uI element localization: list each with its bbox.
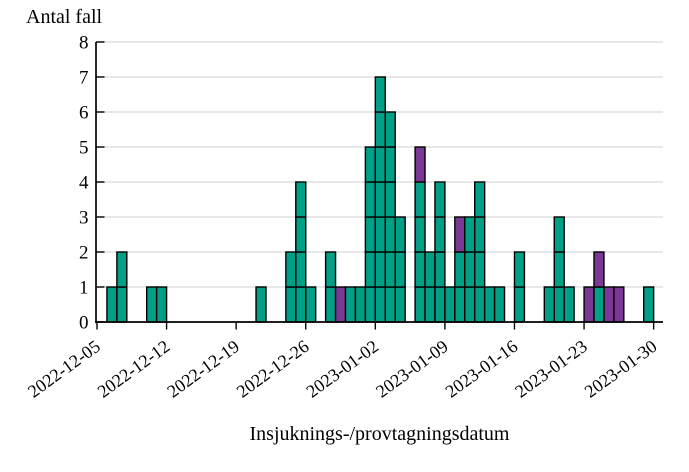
bar-segment: [543, 286, 555, 323]
bar-segment: [434, 216, 446, 253]
x-axis-title: Insjuknings-/provtagningsdatum: [249, 423, 510, 445]
bar-segment: [295, 286, 307, 323]
bar-segment: [384, 216, 396, 253]
x-tick-label: 2023-01-09: [372, 336, 452, 402]
bar-segment: [643, 286, 655, 323]
bar-segment: [513, 286, 526, 323]
bar-segment: [364, 146, 377, 183]
bar-segment: [553, 251, 565, 288]
bar-segment: [384, 286, 396, 323]
bar-segment: [155, 286, 168, 323]
bar-segment: [444, 286, 456, 323]
y-tick-label: 3: [79, 208, 89, 229]
y-tick-label: 5: [79, 138, 89, 159]
y-tick-label: 1: [79, 278, 89, 299]
bar-segment: [374, 146, 386, 183]
bar-segment: [593, 251, 605, 288]
bar-segment: [553, 286, 565, 323]
bar-segment: [364, 251, 377, 288]
bar-segment: [424, 251, 436, 288]
bar-segment: [414, 181, 426, 218]
bar-segment: [295, 181, 307, 218]
bar-segment: [394, 216, 406, 253]
bar-segment: [374, 251, 386, 288]
bar-segment: [474, 286, 486, 323]
bar-segment: [563, 286, 575, 323]
bar-segment: [553, 216, 565, 253]
x-tick-label: 2022-12-05: [24, 336, 104, 402]
y-tick-label: 0: [79, 313, 89, 334]
bar-segment: [374, 216, 386, 253]
y-tick-label: 4: [79, 173, 89, 194]
x-tick-label: 2023-01-30: [581, 336, 661, 402]
bar-segment: [414, 146, 426, 183]
bar-segment: [454, 216, 466, 253]
bar-segment: [483, 286, 496, 323]
bar-segment: [384, 111, 396, 148]
bar-segment: [414, 251, 426, 288]
bar-segment: [424, 286, 436, 323]
bar-segment: [334, 286, 347, 323]
bar-segment: [434, 251, 446, 288]
bar-segment: [593, 286, 605, 323]
bar-segment: [255, 286, 267, 323]
bar-segment: [364, 286, 377, 323]
y-tick-label: 6: [79, 103, 89, 124]
bar-segment: [374, 181, 386, 218]
bar-segment: [384, 251, 396, 288]
bar-segment: [464, 286, 476, 323]
bar-segment: [374, 286, 386, 323]
x-tick-label: 2023-01-02: [302, 336, 382, 402]
bar-segment: [374, 76, 386, 113]
bar-segment: [324, 251, 337, 288]
x-tick-label: 2022-12-19: [163, 336, 243, 402]
bar-segment: [364, 181, 377, 218]
bar-segment: [474, 181, 486, 218]
x-tick-label: 2022-12-26: [233, 336, 313, 402]
bar-segment: [583, 286, 595, 323]
bar-segment: [116, 286, 128, 323]
bar-segment: [285, 251, 297, 288]
bar-segment: [434, 181, 446, 218]
bar-segment: [454, 286, 466, 323]
bar-segment: [354, 286, 367, 323]
y-tick-label: 7: [79, 68, 89, 89]
x-tick-label: 2023-01-23: [511, 336, 591, 402]
bar-segment: [364, 216, 377, 253]
bar-segment: [464, 251, 476, 288]
bar-segment: [414, 216, 426, 253]
bar-segment: [474, 251, 486, 288]
bar-segment: [394, 286, 406, 323]
bar-segment: [603, 286, 615, 323]
y-axis-title: Antal fall: [26, 6, 103, 28]
bar-segment: [305, 286, 317, 323]
x-tick-label: 2023-01-16: [442, 336, 522, 402]
bar-segment: [454, 251, 466, 288]
bar-segment: [145, 286, 158, 323]
bar-segment: [414, 286, 426, 323]
y-tick-label: 2: [79, 243, 89, 264]
bar-segment: [324, 286, 337, 323]
bar-segment: [464, 216, 476, 253]
bar-segment: [474, 216, 486, 253]
bar-segment: [116, 251, 128, 288]
y-tick-label: 8: [79, 33, 89, 54]
bar-segment: [613, 286, 625, 323]
bar-segment: [384, 181, 396, 218]
bar-segment: [513, 251, 526, 288]
bar-segment: [394, 251, 406, 288]
bar-segment: [106, 286, 118, 323]
bar-segment: [285, 286, 297, 323]
bar-segment: [295, 216, 307, 253]
bar-segment: [384, 146, 396, 183]
bar-segment: [295, 251, 307, 288]
bar-segment: [344, 286, 357, 323]
x-tick-label: 2022-12-12: [94, 336, 174, 402]
bar-segment: [493, 286, 506, 323]
bar-segment: [434, 286, 446, 323]
bar-segment: [374, 111, 386, 148]
